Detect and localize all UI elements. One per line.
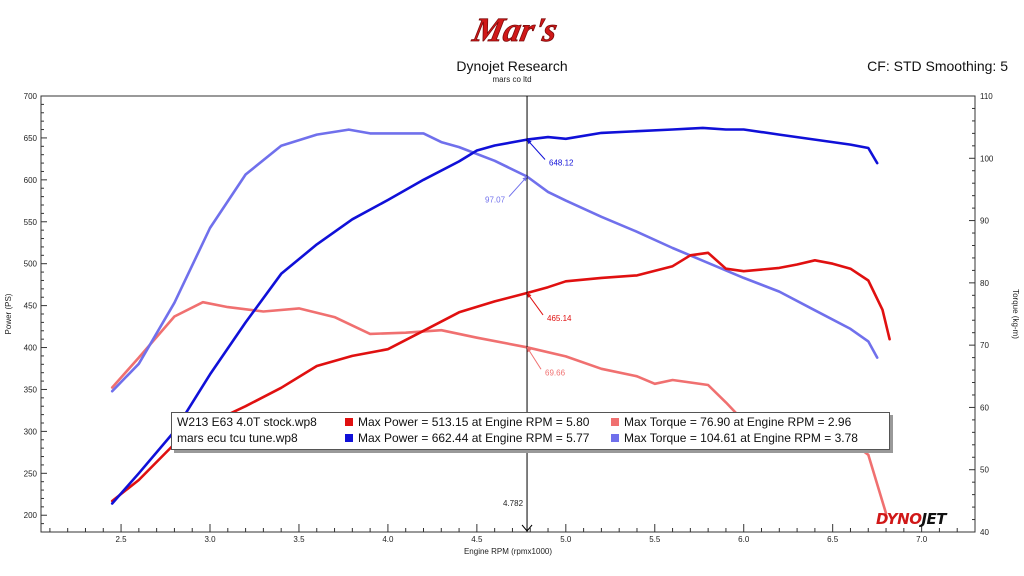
x-tick-label: 7.0	[916, 535, 928, 544]
correction-smoothing-info: CF: STD Smoothing: 5	[867, 58, 1008, 74]
y-tick-label: 450	[24, 302, 38, 311]
series-line-3	[110, 128, 879, 393]
y-tick-label: 200	[24, 511, 38, 520]
legend-max-torque: Max Torque = 76.90 at Engine RPM = 2.96	[611, 414, 851, 430]
x-tick-label: 4.0	[382, 535, 394, 544]
series-line-1	[110, 300, 888, 515]
x-tick-label: 5.0	[560, 535, 572, 544]
y-tick-label: 300	[24, 427, 38, 436]
y-tick-label: 400	[24, 344, 38, 353]
svg-text:Mar's: Mar's	[469, 11, 561, 49]
chart-subtitle: mars co ltd	[492, 75, 532, 84]
annotation-label: 648.12	[549, 158, 574, 167]
y2-tick-label: 50	[980, 466, 989, 475]
annotation-arrowhead	[527, 347, 532, 353]
annotation-label: 97.07	[485, 196, 506, 205]
annotation-arrowhead	[522, 176, 528, 182]
y-tick-label: 600	[24, 176, 38, 185]
legend-swatch	[611, 434, 619, 442]
y-tick-label: 650	[24, 134, 38, 143]
x-tick-label: 4.5	[471, 535, 483, 544]
annotation-label: 465.14	[547, 314, 572, 323]
legend-swatch	[345, 418, 353, 426]
y2-tick-label: 40	[980, 528, 989, 537]
x-tick-label: 2.5	[115, 535, 127, 544]
x-axis-title: Engine RPM (rpmx1000)	[464, 547, 552, 556]
y2-tick-label: 60	[980, 403, 989, 412]
legend-file-name: mars ecu tcu tune.wp8	[177, 431, 298, 445]
x-tick-label: 6.5	[827, 535, 839, 544]
x-tick-label: 6.0	[738, 535, 750, 544]
y2-tick-label: 110	[980, 92, 993, 101]
annotation-arrow	[526, 292, 544, 316]
series-line-0	[110, 251, 891, 503]
annotation-arrowhead	[527, 292, 532, 298]
x-tick-label: 3.0	[204, 535, 216, 544]
y-tick-label: 250	[24, 469, 38, 478]
rpm-cursor-marker	[521, 524, 533, 532]
y-tick-label: 550	[24, 218, 38, 227]
legend-swatch	[611, 418, 619, 426]
x-tick-label: 5.5	[649, 535, 661, 544]
rpm-cursor-label: 4.782	[503, 499, 524, 508]
y-tick-label: 500	[24, 260, 38, 269]
y-tick-label: 350	[24, 385, 38, 394]
legend: W213 E63 4.0T stock.wp8 Max Power = 513.…	[171, 412, 890, 450]
y2-tick-label: 100	[980, 154, 994, 163]
y-axis-title: Power (PS)	[4, 293, 13, 334]
chart-title: Dynojet Research	[456, 58, 568, 74]
y2-axis-title: Torque (kg-m)	[1011, 289, 1020, 339]
legend-file-name: W213 E63 4.0T stock.wp8	[177, 415, 317, 429]
y2-tick-label: 70	[980, 341, 989, 350]
annotation-label: 69.66	[545, 368, 566, 377]
legend-swatch	[345, 434, 353, 442]
x-tick-label: 3.5	[293, 535, 305, 544]
annotation-arrowhead	[527, 139, 532, 145]
legend-max-power: Max Power = 662.44 at Engine RPM = 5.77	[345, 430, 589, 446]
dynojet-brand-logo: DYNOJET	[876, 510, 947, 528]
mars-logo: Mar's	[468, 11, 561, 49]
legend-max-torque: Max Torque = 104.61 at Engine RPM = 3.78	[611, 430, 858, 446]
y2-tick-label: 80	[980, 279, 989, 288]
legend-max-power: Max Power = 513.15 at Engine RPM = 5.80	[345, 414, 589, 430]
y2-tick-label: 90	[980, 217, 989, 226]
y-tick-label: 700	[24, 92, 38, 101]
